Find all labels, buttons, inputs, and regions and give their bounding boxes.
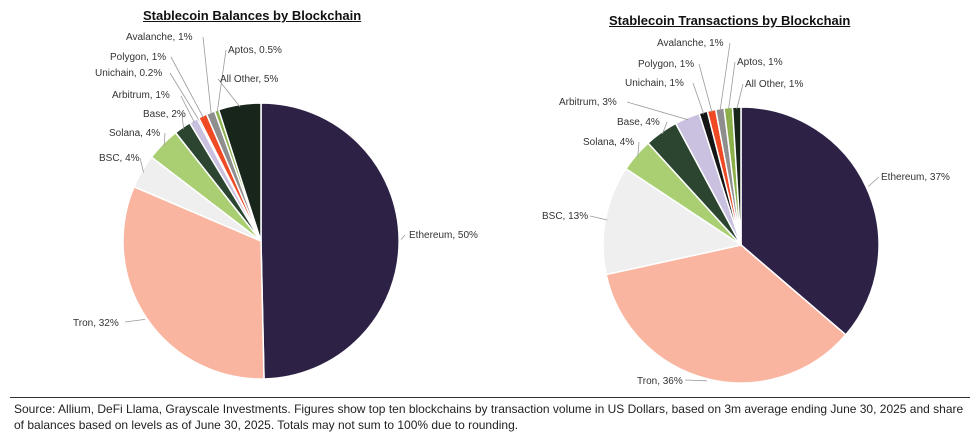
slice-all-other bbox=[217, 102, 262, 242]
leader-line-avalanche bbox=[719, 42, 731, 111]
chart-title-balances: Stablecoin Balances by Blockchain bbox=[143, 8, 362, 23]
pie-transactions: Ethereum, 37% Tron, 36% BSC, 13% Solana, 4%… bbox=[542, 38, 950, 387]
leader-line-aptos bbox=[216, 49, 227, 113]
chart-title-transactions: Stablecoin Transactions by Blockchain bbox=[609, 13, 851, 28]
label-aptos: Aptos, 0.5% bbox=[228, 45, 282, 56]
label-polygon: Polygon, 1% bbox=[638, 59, 694, 70]
leader-line-arbitrum bbox=[180, 95, 195, 123]
label-unichain: Unichain, 1% bbox=[625, 78, 684, 89]
leader-line-bsc bbox=[589, 215, 608, 221]
leader-line-bsc bbox=[139, 157, 144, 173]
source-footnote: Source: Allium, DeFi Llama, Grayscale In… bbox=[14, 402, 964, 432]
leader-line-polygon bbox=[698, 63, 713, 113]
leader-line-unichain bbox=[692, 82, 705, 115]
label-arbitrum: Arbitrum, 1% bbox=[112, 90, 170, 101]
leader-line-polygon bbox=[170, 56, 204, 118]
label-ethereum: Ethereum, 37% bbox=[881, 172, 950, 183]
label-arbitrum: Arbitrum, 3% bbox=[559, 97, 617, 108]
slice-tron bbox=[605, 244, 847, 384]
label-base: Base, 4% bbox=[617, 117, 660, 128]
leader-line-aptos bbox=[728, 61, 736, 110]
footnote-divider bbox=[10, 397, 970, 398]
label-bsc: BSC, 4% bbox=[99, 153, 140, 164]
label-all-other: All Other, 5% bbox=[220, 74, 278, 85]
pie-balances: Ethereum, 50% Tron, 32% BSC, 4% Solana, 4% B… bbox=[73, 32, 478, 380]
leader-line-base bbox=[662, 121, 668, 135]
label-solana: Solana, 4% bbox=[583, 137, 634, 148]
label-tron: Tron, 36% bbox=[637, 376, 683, 387]
leader-line-tron bbox=[684, 379, 707, 382]
label-avalanche: Avalanche, 1% bbox=[657, 38, 724, 49]
leader-line-arbitrum bbox=[626, 101, 689, 121]
slice-all-other bbox=[731, 106, 742, 246]
leader-line-tron bbox=[124, 319, 146, 323]
label-polygon: Polygon, 1% bbox=[110, 52, 166, 63]
label-tron: Tron, 32% bbox=[73, 318, 119, 329]
leader-line-all-other bbox=[736, 83, 744, 110]
leader-line-ethereum bbox=[400, 234, 406, 240]
label-bsc: BSC, 13% bbox=[542, 211, 588, 222]
label-all-other: All Other, 1% bbox=[745, 79, 803, 90]
slice-ethereum bbox=[740, 106, 880, 336]
leader-line-all-other bbox=[217, 78, 241, 107]
slice-ethereum bbox=[260, 102, 400, 380]
leader-line-solana bbox=[163, 132, 166, 146]
leader-line-unichain bbox=[169, 72, 200, 121]
leader-line-ethereum bbox=[867, 176, 880, 187]
label-ethereum: Ethereum, 50% bbox=[409, 230, 478, 241]
label-unichain: Unichain, 0.2% bbox=[95, 68, 162, 79]
leader-line-base bbox=[181, 113, 184, 130]
label-avalanche: Avalanche, 1% bbox=[126, 32, 193, 43]
label-solana: Solana, 4% bbox=[109, 128, 160, 139]
label-aptos: Aptos, 1% bbox=[737, 57, 783, 68]
leader-line-avalanche bbox=[202, 36, 212, 115]
slice-tron bbox=[122, 185, 265, 380]
leader-line-solana bbox=[637, 141, 640, 157]
label-base: Base, 2% bbox=[143, 109, 186, 120]
